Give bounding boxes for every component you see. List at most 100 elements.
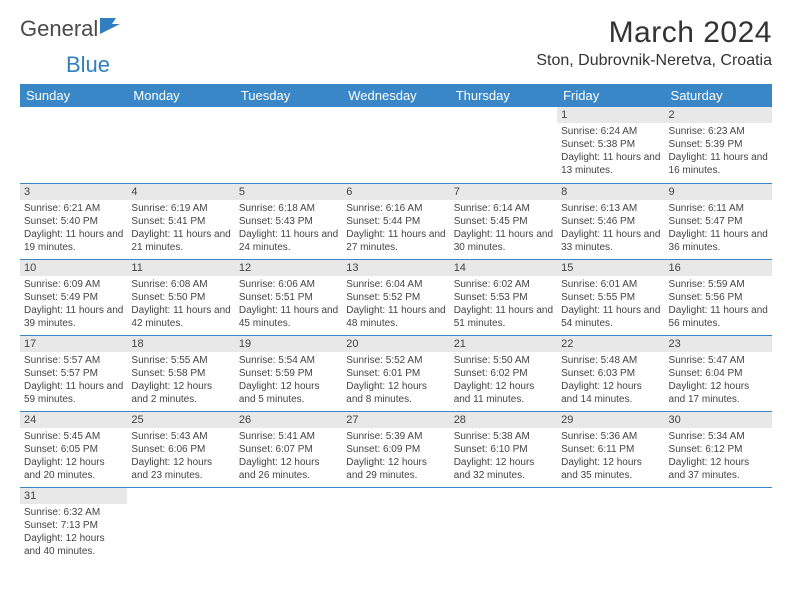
sunset-text: Sunset: 5:49 PM (24, 291, 123, 304)
daylight-text: Daylight: 11 hours and 33 minutes. (561, 228, 660, 254)
weekday-header: Wednesday (342, 84, 449, 107)
daylight-text: Daylight: 11 hours and 39 minutes. (24, 304, 123, 330)
day-number: 29 (557, 412, 664, 428)
daylight-text: Daylight: 11 hours and 42 minutes. (131, 304, 230, 330)
sunset-text: Sunset: 6:02 PM (454, 367, 553, 380)
daylight-text: Daylight: 11 hours and 45 minutes. (239, 304, 338, 330)
location-subtitle: Ston, Dubrovnik-Neretva, Croatia (536, 52, 772, 70)
calendar-day-cell: 3Sunrise: 6:21 AMSunset: 5:40 PMDaylight… (20, 183, 127, 259)
calendar-day-cell (235, 107, 342, 183)
calendar-day-cell: 19Sunrise: 5:54 AMSunset: 5:59 PMDayligh… (235, 335, 342, 411)
sunrise-text: Sunrise: 5:38 AM (454, 430, 553, 443)
daylight-text: Daylight: 11 hours and 24 minutes. (239, 228, 338, 254)
calendar-day-cell: 5Sunrise: 6:18 AMSunset: 5:43 PMDaylight… (235, 183, 342, 259)
calendar-day-cell: 17Sunrise: 5:57 AMSunset: 5:57 PMDayligh… (20, 335, 127, 411)
daylight-text: Daylight: 12 hours and 20 minutes. (24, 456, 123, 482)
calendar-day-cell (450, 107, 557, 183)
sunset-text: Sunset: 5:55 PM (561, 291, 660, 304)
day-number: 1 (557, 107, 664, 123)
sunset-text: Sunset: 5:41 PM (131, 215, 230, 228)
calendar-day-cell: 12Sunrise: 6:06 AMSunset: 5:51 PMDayligh… (235, 259, 342, 335)
day-number: 24 (20, 412, 127, 428)
sunrise-text: Sunrise: 6:13 AM (561, 202, 660, 215)
calendar-week-row: 10Sunrise: 6:09 AMSunset: 5:49 PMDayligh… (20, 259, 772, 335)
sunset-text: Sunset: 6:06 PM (131, 443, 230, 456)
sunset-text: Sunset: 5:39 PM (669, 138, 768, 151)
calendar-day-cell (20, 107, 127, 183)
calendar-day-cell (342, 487, 449, 563)
calendar-day-cell: 8 Sunrise: 6:13 AMSunset: 5:46 PMDaylight… (557, 183, 664, 259)
sunrise-text: Sunrise: 5:54 AM (239, 354, 338, 367)
calendar-day-cell: 28Sunrise: 5:38 AMSunset: 6:10 PMDayligh… (450, 411, 557, 487)
sunrise-text: Sunrise: 5:50 AM (454, 354, 553, 367)
calendar-day-cell: 20Sunrise: 5:52 AMSunset: 6:01 PMDayligh… (342, 335, 449, 411)
sunrise-text: Sunrise: 5:36 AM (561, 430, 660, 443)
sunrise-text: Sunrise: 6:04 AM (346, 278, 445, 291)
day-number: 6 (342, 184, 449, 200)
calendar-day-cell (127, 487, 234, 563)
day-number: 5 (235, 184, 342, 200)
sunrise-text: Sunrise: 5:39 AM (346, 430, 445, 443)
daylight-text: Daylight: 11 hours and 51 minutes. (454, 304, 553, 330)
day-number: 18 (127, 336, 234, 352)
sunrise-text: Sunrise: 5:47 AM (669, 354, 768, 367)
daylight-text: Daylight: 12 hours and 35 minutes. (561, 456, 660, 482)
calendar-day-cell (127, 107, 234, 183)
sunset-text: Sunset: 5:40 PM (24, 215, 123, 228)
calendar-day-cell (665, 487, 772, 563)
day-number: 21 (450, 336, 557, 352)
weekday-header: Sunday (20, 84, 127, 107)
sunrise-text: Sunrise: 6:14 AM (454, 202, 553, 215)
day-number: 20 (342, 336, 449, 352)
sunrise-text: Sunrise: 5:48 AM (561, 354, 660, 367)
sunset-text: Sunset: 5:52 PM (346, 291, 445, 304)
weekday-header-row: Sunday Monday Tuesday Wednesday Thursday… (20, 84, 772, 107)
calendar-day-cell: 22Sunrise: 5:48 AMSunset: 6:03 PMDayligh… (557, 335, 664, 411)
calendar-week-row: 31Sunrise: 6:32 AMSunset: 7:13 PMDayligh… (20, 487, 772, 563)
calendar-day-cell: 25Sunrise: 5:43 AMSunset: 6:06 PMDayligh… (127, 411, 234, 487)
calendar-week-row: 1Sunrise: 6:24 AMSunset: 5:38 PMDaylight… (20, 107, 772, 183)
daylight-text: Daylight: 11 hours and 54 minutes. (561, 304, 660, 330)
day-number: 22 (557, 336, 664, 352)
sunset-text: Sunset: 5:57 PM (24, 367, 123, 380)
daylight-text: Daylight: 11 hours and 36 minutes. (669, 228, 768, 254)
day-number: 28 (450, 412, 557, 428)
brand-name-part1: General (20, 16, 98, 42)
sunset-text: Sunset: 5:59 PM (239, 367, 338, 380)
day-number: 12 (235, 260, 342, 276)
day-number: 17 (20, 336, 127, 352)
daylight-text: Daylight: 11 hours and 30 minutes. (454, 228, 553, 254)
calendar-day-cell: 11Sunrise: 6:08 AMSunset: 5:50 PMDayligh… (127, 259, 234, 335)
calendar-day-cell: 31Sunrise: 6:32 AMSunset: 7:13 PMDayligh… (20, 487, 127, 563)
daylight-text: Daylight: 11 hours and 48 minutes. (346, 304, 445, 330)
sunset-text: Sunset: 5:43 PM (239, 215, 338, 228)
calendar-week-row: 3Sunrise: 6:21 AMSunset: 5:40 PMDaylight… (20, 183, 772, 259)
sunset-text: Sunset: 5:47 PM (669, 215, 768, 228)
calendar-day-cell (235, 487, 342, 563)
calendar-day-cell (557, 487, 664, 563)
calendar-day-cell: 9Sunrise: 6:11 AMSunset: 5:47 PMDaylight… (665, 183, 772, 259)
calendar-day-cell: 30Sunrise: 5:34 AMSunset: 6:12 PMDayligh… (665, 411, 772, 487)
calendar-day-cell (450, 487, 557, 563)
sunset-text: Sunset: 5:46 PM (561, 215, 660, 228)
daylight-text: Daylight: 11 hours and 27 minutes. (346, 228, 445, 254)
sunset-text: Sunset: 6:05 PM (24, 443, 123, 456)
daylight-text: Daylight: 12 hours and 11 minutes. (454, 380, 553, 406)
sunrise-text: Sunrise: 6:01 AM (561, 278, 660, 291)
daylight-text: Daylight: 12 hours and 29 minutes. (346, 456, 445, 482)
day-number: 19 (235, 336, 342, 352)
day-number: 4 (127, 184, 234, 200)
month-title: March 2024 (536, 16, 772, 50)
daylight-text: Daylight: 12 hours and 32 minutes. (454, 456, 553, 482)
sunrise-text: Sunrise: 5:52 AM (346, 354, 445, 367)
calendar-day-cell: 18Sunrise: 5:55 AMSunset: 5:58 PMDayligh… (127, 335, 234, 411)
weekday-header: Saturday (665, 84, 772, 107)
sunrise-text: Sunrise: 5:55 AM (131, 354, 230, 367)
calendar-day-cell: 7Sunrise: 6:14 AMSunset: 5:45 PMDaylight… (450, 183, 557, 259)
calendar-day-cell: 26Sunrise: 5:41 AMSunset: 6:07 PMDayligh… (235, 411, 342, 487)
day-number: 8 (557, 184, 664, 200)
sunset-text: Sunset: 6:04 PM (669, 367, 768, 380)
sunset-text: Sunset: 7:13 PM (24, 519, 123, 532)
sunrise-text: Sunrise: 6:21 AM (24, 202, 123, 215)
daylight-text: Daylight: 11 hours and 59 minutes. (24, 380, 123, 406)
